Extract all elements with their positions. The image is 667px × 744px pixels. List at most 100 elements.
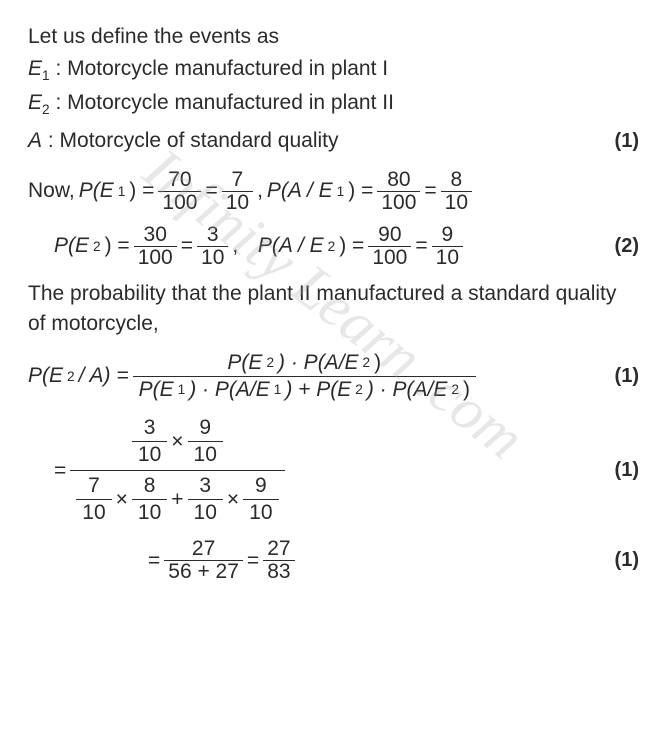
c-dcd: 10	[188, 500, 223, 526]
bayes-lhs: P(E	[28, 364, 63, 388]
e2-sub: 2	[42, 103, 50, 118]
pe2-d1: 100	[134, 247, 177, 269]
pe1-lhs: P(E	[79, 179, 114, 203]
intro-line: Let us define the events as	[28, 22, 639, 52]
calc-den-f1: 710	[76, 473, 111, 526]
bayes-den-mid: ) + P(E	[285, 379, 351, 401]
bayes-num-a-end: )	[374, 352, 381, 374]
pe1-eq: =	[205, 179, 217, 203]
pae2-eq: =	[415, 234, 427, 258]
bayes-den-b-sub: 2	[355, 383, 363, 397]
bayes-den-a-sub: 1	[178, 383, 186, 397]
mark-1: (1)	[601, 130, 639, 153]
pe1-d2: 10	[222, 192, 253, 214]
final-d2: 83	[263, 561, 294, 583]
bayes-den-a-sub2: 1	[274, 383, 282, 397]
final-d1: 56 + 27	[164, 561, 243, 583]
e1-desc: : Motorcycle manufactured in plant I	[55, 57, 388, 80]
pe2-lhs: P(E	[54, 234, 89, 258]
a-var: A	[28, 129, 42, 152]
pe1-frac2: 710	[222, 169, 253, 214]
pae2-frac1: 90100	[368, 224, 411, 269]
pe2-d2: 10	[197, 247, 228, 269]
event-a-row: A : Motorcycle of standard quality (1)	[28, 124, 639, 158]
bayes-den-a: P(E	[139, 379, 174, 401]
c-dcn: 3	[193, 473, 217, 499]
pae1-n1: 80	[383, 169, 414, 191]
final-row: = 27 56 + 27 = 2783 (1)	[28, 538, 639, 583]
pae1-d1: 100	[377, 192, 420, 214]
calc-eq: =	[54, 459, 66, 483]
mark-2: (2)	[601, 235, 639, 258]
calc-math: = 310 × 910 710 × 810 + 310 × 910	[28, 413, 285, 528]
calc-den-f4: 910	[243, 473, 278, 526]
c-dan: 7	[82, 473, 106, 499]
calc-num-f1: 310	[132, 415, 167, 468]
pe1-lhs-close: ) =	[129, 179, 154, 203]
pae2-n1: 90	[374, 224, 405, 246]
bayes-row: P(E2/ A) = P(E2) · P(A/E2) P(E1) · P(A/E…	[28, 350, 639, 403]
c-times3: ×	[227, 489, 239, 511]
e2-var: E	[28, 91, 42, 114]
pae1-lhs-close: ) =	[348, 179, 373, 203]
calc-num-f2: 910	[188, 415, 223, 468]
comma1: ,	[257, 179, 263, 203]
pe1-lhs-sub: 1	[118, 184, 126, 199]
final-n2: 27	[263, 538, 294, 560]
bayes-num-a-sub: 2	[266, 356, 274, 370]
bayes-den-b-sub2: 2	[451, 383, 459, 397]
pae1-n2: 8	[446, 169, 466, 191]
final-frac2: 2783	[263, 538, 294, 583]
mark-4: (1)	[601, 459, 639, 482]
c-dbn: 8	[138, 473, 162, 499]
c-nbn: 9	[193, 415, 217, 441]
bayes-den-end: )	[463, 379, 470, 401]
pe1-math: Now, P(E1) = 70100 = 710 , P(A / E1) = 8…	[28, 169, 472, 214]
calc-den-f2: 810	[132, 473, 167, 526]
pe2-n2: 3	[203, 224, 223, 246]
pae2-lhs-close: ) =	[339, 234, 364, 258]
e2-desc: : Motorcycle manufactured in plant II	[55, 91, 394, 114]
c-ddd: 10	[243, 500, 278, 526]
comma2: ,	[232, 234, 238, 258]
pae1-frac2: 810	[441, 169, 472, 214]
c-dbd: 10	[132, 500, 167, 526]
pe2-eq: =	[181, 234, 193, 258]
e1-sub: 1	[42, 69, 50, 84]
bayes-num-a-sub2: 2	[363, 356, 371, 370]
pae2-frac2: 910	[432, 224, 463, 269]
bayes-num-a-close: ) · P(A/E	[278, 352, 359, 374]
bayes-frac: P(E2) · P(A/E2) P(E1) · P(A/E1) + P(E2) …	[133, 350, 476, 403]
pae1-lhs: P(A / E	[267, 179, 333, 203]
c-plus: +	[171, 489, 183, 511]
mark-3: (1)	[601, 365, 639, 388]
bayes-math: P(E2/ A) = P(E2) · P(A/E2) P(E1) · P(A/E…	[28, 350, 476, 403]
now-label: Now,	[28, 179, 75, 203]
c-nan: 3	[138, 415, 162, 441]
pae1-eq: =	[424, 179, 436, 203]
pe1-row: Now, P(E1) = 70100 = 710 , P(A / E1) = 8…	[28, 169, 639, 214]
pe2-lhs-sub: 2	[93, 239, 101, 254]
pe2-frac2: 310	[197, 224, 228, 269]
final-eq2: =	[247, 549, 259, 573]
pe2-lhs-close: ) =	[105, 234, 130, 258]
probability-paragraph: The probability that the plant II manufa…	[28, 279, 639, 340]
pe1-n1: 70	[164, 169, 195, 191]
bayes-num-a: P(E	[227, 352, 262, 374]
final-math: = 27 56 + 27 = 2783	[28, 538, 295, 583]
calc-den-f3: 310	[188, 473, 223, 526]
c-dad: 10	[76, 500, 111, 526]
calc-frac: 310 × 910 710 × 810 + 310 × 910	[70, 413, 284, 528]
pae1-d2: 10	[441, 192, 472, 214]
final-eq1: =	[148, 549, 160, 573]
pe1-frac1: 70100	[158, 169, 201, 214]
pe2-math: P(E2) = 30100 = 310 , P(A / E2) = 90100 …	[54, 224, 463, 269]
pae2-n2: 9	[437, 224, 457, 246]
e1-var: E	[28, 57, 42, 80]
pae2-d1: 100	[368, 247, 411, 269]
bayes-den-b-close: ) · P(A/E	[367, 379, 448, 401]
pae2-d2: 10	[432, 247, 463, 269]
pe2-n1: 30	[140, 224, 171, 246]
pae1-lhs-sub: 1	[337, 184, 345, 199]
mark-5: (1)	[601, 549, 639, 572]
